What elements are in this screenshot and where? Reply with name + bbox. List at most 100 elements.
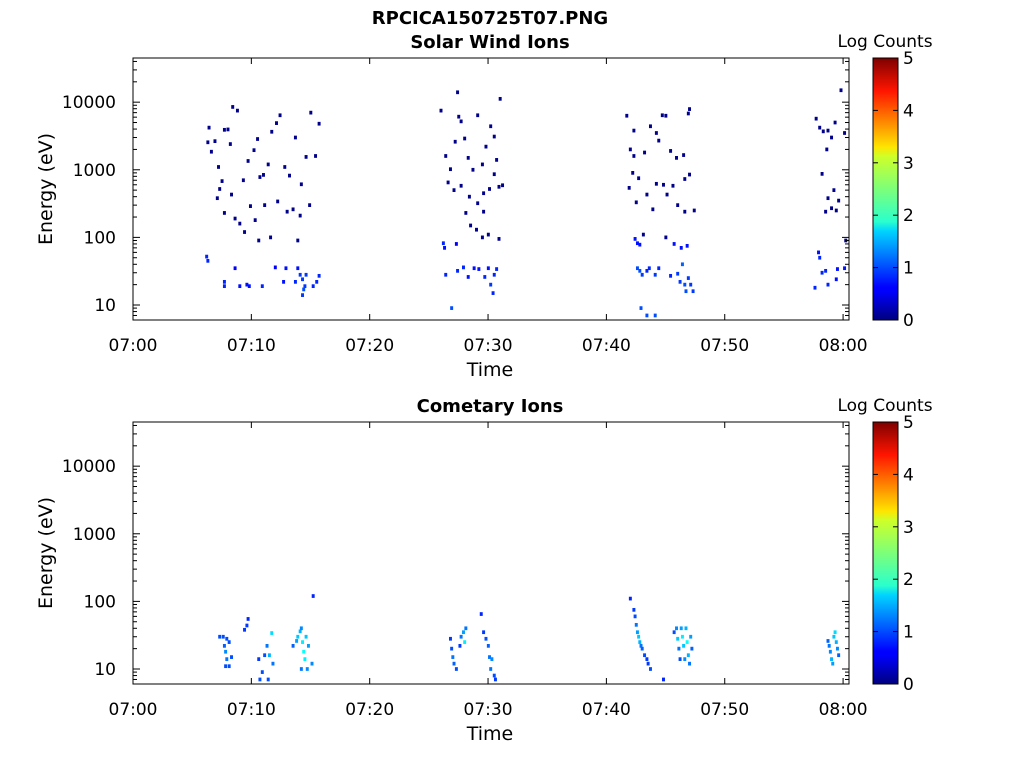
cometary-cell <box>676 636 680 641</box>
solar-wind-cell <box>459 183 463 188</box>
solar-wind-cell <box>238 284 242 289</box>
solar-wind-cell <box>824 268 828 273</box>
cometary-cell <box>301 640 305 644</box>
y-tick-label: 1000 <box>73 525 116 545</box>
cometary-cell <box>218 634 222 639</box>
y-tick-label: 10 <box>94 660 116 680</box>
solar-wind-cell <box>637 176 641 181</box>
cometary-cell <box>243 627 247 632</box>
cometary-cell <box>452 661 456 666</box>
solar-wind-cell <box>641 232 645 237</box>
solar-wind-cell <box>638 268 642 273</box>
cometary-cell <box>291 643 295 648</box>
cometary-cell <box>688 661 692 666</box>
cometary-cell <box>450 646 454 651</box>
colorbar-bottom-label: Log Counts <box>837 396 932 416</box>
solar-wind-cell <box>205 254 209 259</box>
solar-wind-cell <box>230 192 233 197</box>
solar-wind-cell <box>832 188 836 192</box>
solar-wind-cell <box>222 284 226 289</box>
solar-wind-cell <box>691 289 695 294</box>
solar-wind-cell <box>285 209 289 214</box>
solar-wind-cell <box>439 108 443 113</box>
cometary-cell <box>306 643 310 648</box>
cometary-cell <box>690 646 694 651</box>
cometary-cell <box>267 653 271 658</box>
solar-wind-cell <box>260 284 264 289</box>
cometary-cell <box>230 655 233 659</box>
colorbar-top: Log Counts 0 1 2 3 4 5 <box>837 32 932 331</box>
colorbar-tick-label: 4 <box>903 101 914 121</box>
solar-wind-cell <box>625 113 629 118</box>
solar-wind-y-axis: 10 100 1000 10000 <box>62 60 849 321</box>
solar-wind-cell <box>489 282 493 287</box>
solar-wind-cell <box>450 306 454 310</box>
cometary-cell <box>648 667 652 671</box>
colorbar-tick-label: 5 <box>903 413 914 433</box>
solar-wind-cell <box>820 172 824 176</box>
cometary-cell <box>222 643 226 648</box>
cometary-cell <box>639 643 643 648</box>
solar-wind-cell <box>689 282 693 287</box>
x-tick-label: 08:00 <box>819 700 868 720</box>
solar-wind-cell <box>484 144 488 149</box>
cometary-cell <box>832 634 836 639</box>
cometary-cell <box>299 667 303 671</box>
solar-wind-cell <box>444 154 448 158</box>
cometary-cell <box>299 626 303 631</box>
solar-wind-cell <box>222 127 226 132</box>
cometary-cell <box>458 643 462 648</box>
cometary-cell <box>493 677 497 682</box>
solar-wind-cell <box>692 208 696 213</box>
y-tick-label: 100 <box>84 592 116 612</box>
cometary-cell <box>488 655 491 659</box>
cometary-cell <box>479 612 483 616</box>
solar-wind-cell <box>682 153 686 157</box>
solar-wind-cell <box>678 279 682 284</box>
solar-wind-cell <box>657 266 661 271</box>
solar-wind-cell <box>453 139 457 144</box>
solar-wind-cell <box>632 128 636 133</box>
solar-wind-cell <box>653 272 657 277</box>
solar-wind-cell <box>645 268 649 273</box>
solar-wind-cell <box>480 162 484 167</box>
solar-wind-cell <box>226 127 230 132</box>
cometary-y-label: Energy (eV) <box>35 497 57 609</box>
cometary-cell <box>221 634 225 639</box>
solar-wind-cell <box>834 208 838 213</box>
solar-wind-cell <box>471 167 475 172</box>
solar-wind-cell <box>299 182 303 187</box>
cometary-y-axis: 10 100 1000 10000 <box>62 424 849 685</box>
y-tick-label: 10000 <box>62 93 116 113</box>
colorbar-tick-label: 0 <box>903 675 914 695</box>
cometary-cell <box>679 626 683 631</box>
cometary-cell <box>640 646 644 651</box>
cometary-cell <box>257 657 261 661</box>
solar-wind-cell <box>817 250 821 255</box>
solar-wind-cell <box>647 266 651 271</box>
solar-wind-cell <box>209 149 213 154</box>
cometary-cell <box>826 639 830 643</box>
y-tick-label: 10 <box>94 296 116 316</box>
solar-wind-cell <box>298 272 302 277</box>
cometary-cell <box>263 653 267 658</box>
solar-wind-cell <box>651 207 655 212</box>
x-tick-label: 07:50 <box>700 700 749 720</box>
solar-wind-cell <box>830 206 834 211</box>
solar-wind-cell <box>483 275 487 279</box>
solar-wind-cell <box>675 156 678 160</box>
solar-wind-cell <box>288 173 291 178</box>
solar-wind-cell <box>633 237 637 241</box>
solar-wind-cell <box>262 173 265 177</box>
solar-wind-cell <box>482 191 486 196</box>
solar-wind-cell <box>448 167 452 172</box>
solar-wind-cell <box>643 150 647 155</box>
solar-wind-cell <box>818 125 822 130</box>
cometary-cell <box>684 626 688 631</box>
solar-wind-cell <box>476 113 480 118</box>
cometary-cell <box>837 653 841 658</box>
cometary-cell <box>827 643 831 648</box>
cometary-cell <box>686 653 690 658</box>
solar-wind-cell <box>263 203 267 207</box>
solar-wind-cell <box>304 155 308 159</box>
